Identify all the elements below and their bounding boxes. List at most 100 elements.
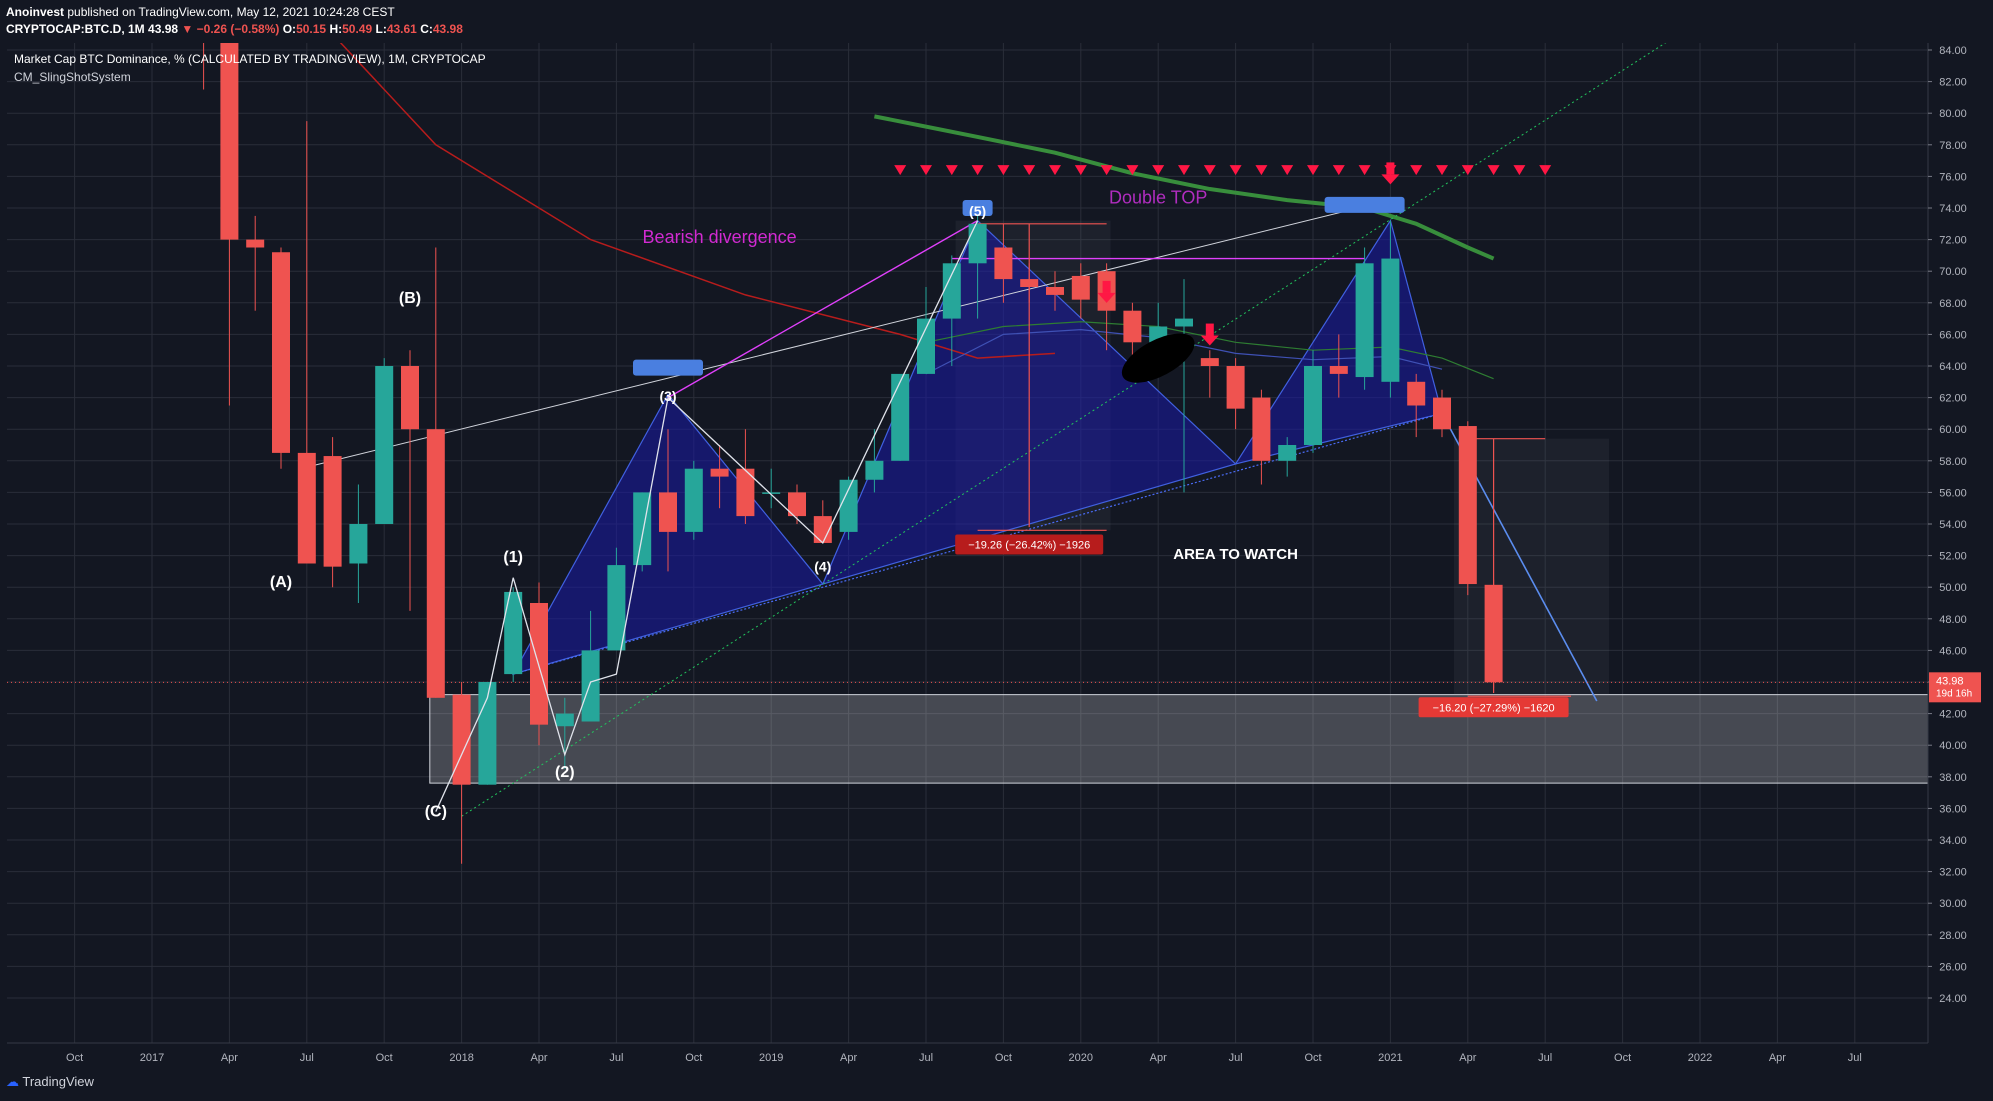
candle-body[interactable] xyxy=(813,516,832,543)
candle-body[interactable] xyxy=(710,468,729,477)
wave-4-label: (4) xyxy=(814,558,831,574)
y-tick-label: 64.00 xyxy=(1939,361,1967,373)
divergence-line[interactable] xyxy=(667,220,978,399)
candle-body[interactable] xyxy=(504,591,523,675)
ma-red-line xyxy=(339,43,1056,359)
sell-signal-marker xyxy=(1152,165,1165,176)
candle-body[interactable] xyxy=(323,456,342,567)
candle-body[interactable] xyxy=(659,492,677,532)
candle-body[interactable] xyxy=(607,565,626,651)
open-label: O: xyxy=(282,22,297,36)
candle-body[interactable] xyxy=(684,468,703,532)
high-value: 50.49 xyxy=(342,22,373,36)
y-tick-label: 78.00 xyxy=(1939,140,1967,152)
legend-indicator[interactable]: CM_SlingShotSystem xyxy=(14,70,131,84)
candle-body[interactable] xyxy=(1407,381,1426,406)
x-tick-label: Apr xyxy=(840,1052,857,1064)
down-arrow-icon xyxy=(1102,280,1111,293)
candle-body[interactable] xyxy=(736,468,755,517)
support-zone[interactable] xyxy=(429,694,1928,784)
legend-title[interactable]: Market Cap BTC Dominance, % (CALCULATED … xyxy=(14,52,486,66)
y-tick-label: 46.00 xyxy=(1939,645,1967,657)
y-tick-label: 40.00 xyxy=(1939,740,1967,752)
price-change: −0.26 (−0.58%) xyxy=(196,22,280,36)
candle-body[interactable] xyxy=(1304,366,1322,445)
candle-body[interactable] xyxy=(452,694,471,785)
sell-signal-marker xyxy=(1229,165,1242,176)
candle-body[interactable] xyxy=(1252,397,1271,461)
x-tick-label: Jul xyxy=(1848,1052,1862,1064)
y-tick-label: 36.00 xyxy=(1939,803,1967,815)
symbol-label[interactable]: CRYPTOCAP:BTC.D, 1M xyxy=(6,22,145,36)
zigzag-lines[interactable] xyxy=(435,220,979,812)
candle-body[interactable] xyxy=(426,429,445,698)
candle-body[interactable] xyxy=(375,366,394,524)
candle-body[interactable] xyxy=(788,492,806,517)
y-tick-label: 82.00 xyxy=(1939,77,1967,89)
candle-body[interactable] xyxy=(1046,287,1064,295)
x-tick-label: 2019 xyxy=(759,1052,783,1064)
candle-body[interactable] xyxy=(1355,263,1374,378)
y-tick-label: 74.00 xyxy=(1939,203,1967,215)
candle-body[interactable] xyxy=(581,650,600,722)
candle-body[interactable] xyxy=(1123,310,1142,343)
candle-body[interactable] xyxy=(1278,445,1297,461)
projection-zone[interactable] xyxy=(1454,438,1609,695)
down-arrow-icon xyxy=(1205,323,1214,336)
candle-body[interactable] xyxy=(1200,358,1219,366)
candle-body[interactable] xyxy=(220,42,239,240)
candle-body[interactable] xyxy=(1484,584,1503,683)
candle-body[interactable] xyxy=(530,603,548,725)
close-value: 43.98 xyxy=(432,22,463,36)
x-tick-label: Apr xyxy=(1150,1052,1167,1064)
x-tick-label: Jul xyxy=(1229,1052,1243,1064)
blue-support-trendline[interactable] xyxy=(513,412,1443,675)
highlight-pill xyxy=(1324,196,1405,213)
sell-signal-marker xyxy=(1100,165,1113,176)
candle-body[interactable] xyxy=(762,492,781,494)
candle-body[interactable] xyxy=(1329,366,1348,374)
y-axis[interactable]: 84.00 82.00 80.00 78.00 76.00 74.00 72.00 70.00… xyxy=(1928,45,1967,1005)
sell-signal-marker xyxy=(1332,165,1345,176)
y-tick-label: 50.00 xyxy=(1939,582,1967,594)
signal-markers xyxy=(633,162,1552,383)
candle-body[interactable] xyxy=(195,34,213,42)
candle-body[interactable] xyxy=(968,223,987,264)
candle-body[interactable] xyxy=(1020,279,1039,287)
candle-body[interactable] xyxy=(1175,318,1193,327)
y-tick-label: 60.00 xyxy=(1939,424,1967,436)
candle-body[interactable] xyxy=(917,318,935,374)
candle-body[interactable] xyxy=(994,247,1013,280)
sell-signal-marker xyxy=(1255,165,1268,176)
moving-averages xyxy=(339,43,1495,380)
candle-body[interactable] xyxy=(891,373,910,461)
candle-body[interactable] xyxy=(1458,426,1477,585)
zigzag-line[interactable] xyxy=(435,220,979,812)
candle-body[interactable] xyxy=(1433,397,1451,430)
candle-body[interactable] xyxy=(246,239,265,248)
sell-signal-marker xyxy=(894,165,907,176)
white-trendline[interactable] xyxy=(306,199,1391,468)
candle-body[interactable] xyxy=(1226,366,1245,409)
x-tick-label: Apr xyxy=(1459,1052,1476,1064)
candles[interactable] xyxy=(195,18,1503,864)
candle-body[interactable] xyxy=(1381,258,1400,382)
green-dotted-trendline[interactable] xyxy=(461,0,1778,817)
candle-body[interactable] xyxy=(865,460,884,480)
candle-body[interactable] xyxy=(401,366,419,430)
author-name[interactable]: Anoinvest xyxy=(6,5,65,19)
x-tick-label: 2020 xyxy=(1069,1052,1093,1064)
candle-body[interactable] xyxy=(839,479,858,532)
y-tick-label: 30.00 xyxy=(1939,898,1967,910)
x-axis[interactable]: Oct 2017 Apr Jul Oct 2018 Apr Jul Oct 2019 Apr Jul O… xyxy=(66,1052,1862,1064)
candle-body[interactable] xyxy=(349,524,368,564)
y-tick-label: 72.00 xyxy=(1939,235,1967,247)
price-tag-value: 43.98 xyxy=(1936,675,1964,687)
x-tick-label: Oct xyxy=(995,1052,1012,1064)
candle-body[interactable] xyxy=(272,252,290,453)
candle-body[interactable] xyxy=(942,263,961,319)
candle-body[interactable] xyxy=(297,452,316,564)
candle-body[interactable] xyxy=(555,713,574,727)
candle-body[interactable] xyxy=(1071,275,1090,300)
